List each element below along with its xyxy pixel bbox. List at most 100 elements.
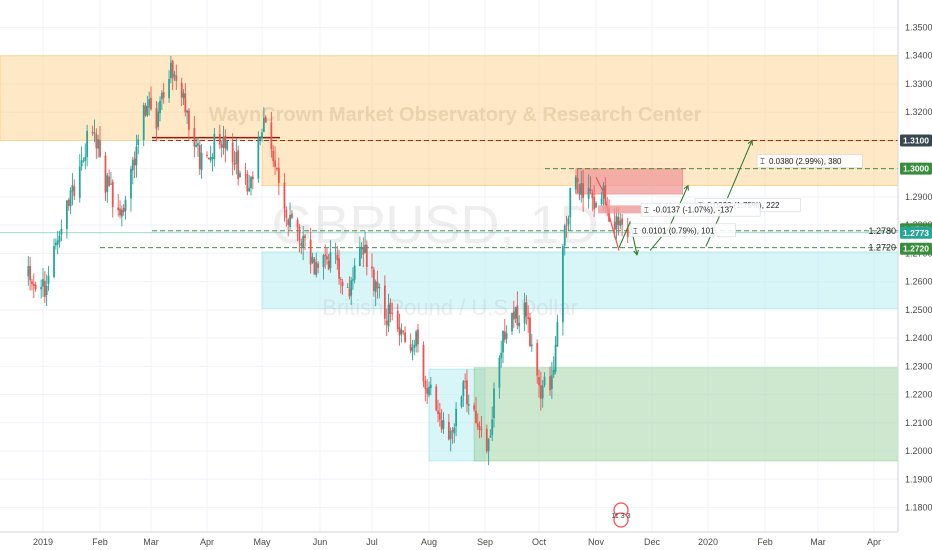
candle xyxy=(338,249,340,285)
candle xyxy=(47,265,50,291)
candle xyxy=(429,376,432,396)
candle xyxy=(120,205,123,227)
candle xyxy=(593,185,596,217)
candle xyxy=(32,273,35,299)
zigzag-arrow-2-head xyxy=(683,184,689,191)
candle xyxy=(71,173,74,206)
candle xyxy=(272,145,275,168)
candle xyxy=(231,133,234,176)
y-tick-label: 1.2400 xyxy=(905,333,932,343)
candle xyxy=(498,355,501,399)
candle xyxy=(209,145,212,163)
candle xyxy=(82,157,85,163)
events-layer: 11 3 3 xyxy=(612,502,631,528)
candle xyxy=(99,126,101,158)
candle xyxy=(131,156,134,185)
candle xyxy=(467,394,470,415)
candle xyxy=(159,96,161,122)
candle xyxy=(502,330,504,364)
candle xyxy=(186,109,189,124)
candle xyxy=(287,217,290,237)
candle xyxy=(108,169,111,187)
candle xyxy=(529,313,531,348)
measurement-label: ⌶ 0.0101 (0.79%), 101 xyxy=(629,223,736,238)
candle xyxy=(69,187,72,215)
candle xyxy=(350,276,353,305)
candle xyxy=(40,279,43,299)
event-marker[interactable]: 11 3 3 xyxy=(612,502,631,528)
candle xyxy=(276,166,278,172)
candle xyxy=(400,323,403,343)
candle xyxy=(250,176,252,196)
candle xyxy=(277,157,280,196)
price-tag-text: 1.2720 xyxy=(903,244,929,254)
candle xyxy=(562,244,564,336)
candle xyxy=(329,240,332,273)
candle xyxy=(315,252,318,278)
demand-zone-green xyxy=(473,367,899,462)
candle xyxy=(475,396,477,424)
candle xyxy=(451,426,454,444)
candle xyxy=(493,382,495,428)
measurement-label: ⌶ 0.0380 (2.99%), 380 xyxy=(756,154,863,168)
candle xyxy=(391,302,394,321)
candle xyxy=(413,339,416,356)
candle xyxy=(438,403,441,427)
measurement-text: 0.0101 (0.79%), 101 xyxy=(642,226,715,235)
candle xyxy=(193,115,196,158)
candle xyxy=(334,242,337,264)
candle xyxy=(313,256,316,275)
candle xyxy=(460,395,463,409)
candle xyxy=(45,274,48,307)
measurement-icon: ⌶ xyxy=(644,206,649,215)
candle xyxy=(449,427,452,452)
measurement-text: 0.0380 (2.99%), 380 xyxy=(769,157,842,166)
y-tick-label: 1.3300 xyxy=(905,79,932,89)
candle xyxy=(67,197,70,211)
y-tick-label: 1.3500 xyxy=(905,23,932,33)
x-tick-label: Dec xyxy=(644,537,661,547)
candle xyxy=(327,253,330,271)
candle xyxy=(389,298,392,323)
candle xyxy=(352,267,354,290)
candle xyxy=(447,414,450,441)
candle xyxy=(453,423,456,444)
candle xyxy=(569,187,572,231)
candle xyxy=(415,329,418,353)
resistance-zone xyxy=(0,55,899,141)
candle xyxy=(326,247,328,265)
candle xyxy=(574,175,577,194)
y-tick-label: 1.2000 xyxy=(905,446,932,456)
candle xyxy=(106,172,109,203)
candle xyxy=(146,95,149,118)
candle xyxy=(117,194,120,217)
candle xyxy=(222,125,225,155)
candle xyxy=(385,308,388,337)
candle xyxy=(426,379,429,405)
candle xyxy=(34,281,37,292)
y-tick-label: 1.2600 xyxy=(905,277,932,287)
candle xyxy=(365,240,368,276)
candle xyxy=(428,381,430,398)
candle xyxy=(150,86,152,111)
candle xyxy=(336,246,339,270)
candle xyxy=(137,134,140,155)
candle xyxy=(576,168,579,193)
measurement-label: ⌶ -0.0137 (-1.07%), -137 xyxy=(640,202,761,217)
candle xyxy=(270,111,273,158)
candle xyxy=(589,176,592,195)
candle xyxy=(119,200,121,219)
candle xyxy=(29,257,32,291)
candle xyxy=(595,201,597,208)
candle xyxy=(539,371,542,411)
x-tick-label: 2019 xyxy=(33,537,53,547)
event-text: 11 3 3 xyxy=(612,513,631,520)
candle xyxy=(371,253,373,278)
x-tick-label: Mar xyxy=(143,537,159,547)
candle xyxy=(213,127,216,167)
candle xyxy=(563,223,566,256)
candle xyxy=(396,303,399,332)
candle xyxy=(473,402,476,412)
candle xyxy=(422,341,425,388)
